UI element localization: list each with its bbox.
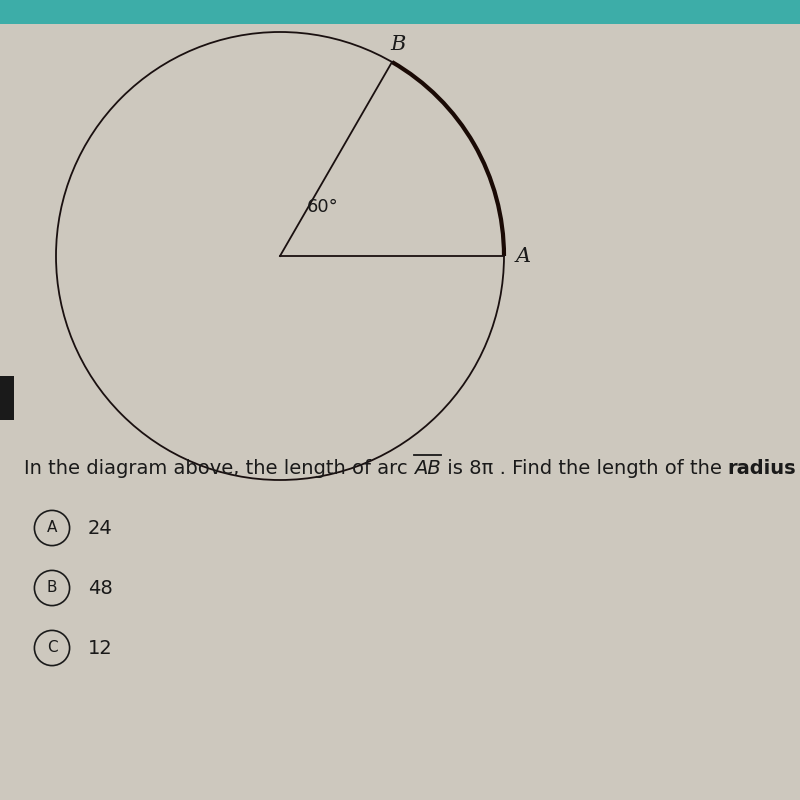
Text: is 8π . Find the length of the: is 8π . Find the length of the	[441, 458, 728, 478]
Text: 48: 48	[88, 578, 113, 598]
Text: In the diagram above, the length of arc: In the diagram above, the length of arc	[24, 458, 414, 478]
Text: radius: radius	[728, 458, 796, 478]
Text: C: C	[46, 641, 58, 655]
Bar	[0, 376, 14, 420]
Text: AB: AB	[414, 458, 441, 478]
Text: A: A	[516, 246, 531, 266]
Text: A: A	[47, 521, 57, 535]
Text: 60°: 60°	[307, 198, 338, 216]
Text: 12: 12	[88, 638, 113, 658]
Text: 24: 24	[88, 518, 113, 538]
Text: B: B	[46, 581, 58, 595]
Bar	[0, 0, 800, 24]
Text: B: B	[390, 35, 406, 54]
